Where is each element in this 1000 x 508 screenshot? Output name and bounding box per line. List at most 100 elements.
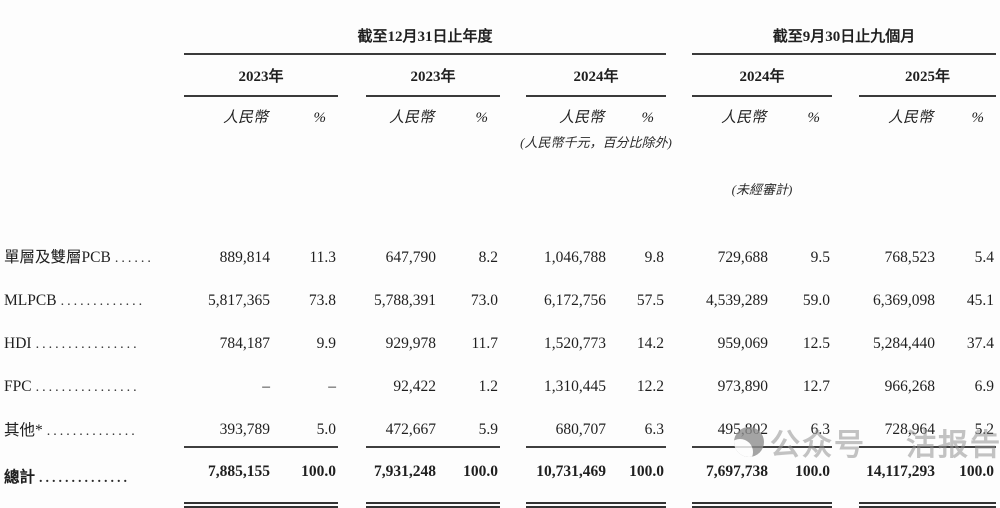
rmb-subheader: 人民幣	[888, 110, 934, 126]
spacer-cell	[832, 155, 996, 209]
leader-dots: ................	[35, 380, 140, 395]
unaudited-note-row: (未經審計)	[4, 155, 996, 209]
spacer-cell	[338, 274, 366, 317]
year-header: 2023年	[366, 54, 500, 97]
rmb-total: 7,885,155	[184, 447, 272, 508]
rmb-total: 10,731,469	[526, 447, 608, 508]
pct-value: –	[328, 378, 336, 395]
spacer-cell	[4, 12, 184, 54]
spacer-cell	[666, 403, 692, 447]
rmb-value: 1,520,773	[544, 335, 606, 352]
unaudited-note: (未經審計)	[731, 181, 793, 197]
revenue-breakdown-table: 截至12月31日止年度 截至9月30日止九個月 2023年 2023年 2024…	[4, 12, 997, 508]
rmb-value: 729,688	[717, 249, 769, 266]
row-label: HDI................	[4, 317, 184, 360]
rmb-value: 929,978	[385, 335, 436, 352]
rmb-total: 7,697,738	[692, 447, 771, 508]
percent-subheader: %	[971, 110, 985, 126]
spacer-cell	[338, 447, 366, 505]
rmb-subheader: 人民幣	[558, 110, 604, 126]
percent-subheader: %	[475, 110, 489, 126]
percent-subheader: %	[313, 110, 327, 126]
pct-value: 45.1	[966, 292, 995, 309]
pct-value: 37.4	[966, 335, 995, 352]
leader-dots: ................	[35, 337, 140, 352]
rmb-value: 393,789	[184, 403, 272, 448]
row-label: MLPCB.............	[4, 274, 184, 317]
pct-value: 14.2	[636, 335, 665, 352]
spacer-cell	[500, 209, 526, 274]
period-group-nine-months: 截至9月30日止九個月	[692, 12, 997, 55]
rmb-value: 5,284,440	[873, 335, 936, 352]
spacer-cell	[832, 96, 859, 131]
year-header: 2025年	[859, 54, 997, 97]
pct-value: 12.5	[802, 335, 831, 352]
rmb-total: 14,117,293	[859, 447, 938, 508]
spacer-cell	[832, 403, 859, 447]
spacer-cell	[338, 360, 366, 403]
row-label: 其他*..............	[4, 403, 184, 447]
table-row-mlpcb: MLPCB............. 5,817,365 73.8 5,788,…	[4, 274, 996, 317]
row-label: FPC................	[4, 360, 184, 403]
spacer-cell	[666, 96, 692, 131]
row-label-text: 單層及雙層PCB	[4, 249, 111, 266]
pct-value: 5.0	[272, 403, 338, 448]
pct-total: 100.0	[770, 447, 833, 508]
pct-value: 11.3	[309, 249, 336, 266]
rmb-value: 5,788,391	[374, 292, 436, 309]
rmb-value: 784,187	[219, 335, 270, 352]
pct-value: 57.5	[636, 292, 665, 309]
rmb-subheader: 人民幣	[222, 110, 268, 126]
pct-value: 11.7	[471, 335, 498, 352]
rmb-value: 959,069	[717, 335, 769, 352]
row-label-text: 總計	[4, 469, 36, 486]
spacer-cell	[832, 54, 859, 96]
percent-subheader: %	[807, 110, 821, 126]
rmb-value: 889,814	[219, 249, 270, 266]
pct-value: 9.8	[644, 249, 665, 266]
pct-value: 6.3	[770, 403, 833, 448]
spacer-cell	[4, 131, 526, 155]
leader-dots: ......	[114, 251, 154, 266]
pct-total: 100.0	[272, 447, 338, 508]
spacer-cell	[338, 403, 366, 447]
pct-value: 6.3	[608, 403, 667, 448]
pct-value: 9.9	[316, 335, 336, 352]
rmb-value: 4,539,289	[706, 292, 769, 309]
spacer-cell	[666, 317, 692, 360]
rmb-value: 647,790	[385, 249, 436, 266]
pct-total: 100.0	[438, 447, 500, 508]
pct-value: 12.7	[802, 378, 831, 395]
pct-value: 1.2	[478, 378, 498, 395]
year-header-row: 2023年 2023年 2024年 2024年 2025年	[4, 54, 997, 97]
rmb-value: 495,802	[692, 403, 771, 448]
leader-dots: ..............	[46, 424, 138, 439]
spacer-cell	[338, 317, 366, 360]
rmb-value: 6,172,756	[544, 292, 606, 309]
spacer-cell	[500, 447, 526, 505]
spacer-cell	[666, 131, 996, 155]
spacer-cell	[500, 317, 526, 360]
spacer-cell	[832, 447, 859, 505]
row-label: 總計..............	[4, 447, 184, 505]
pct-value: 73.8	[308, 292, 336, 309]
rmb-value: 6,369,098	[873, 292, 936, 309]
pct-value: 8.2	[478, 249, 498, 266]
spacer-cell	[832, 360, 859, 403]
spacer-cell	[338, 54, 366, 96]
spacer-cell	[832, 209, 859, 274]
rmb-value: 680,707	[526, 403, 608, 448]
leader-dots: ..............	[39, 471, 131, 486]
units-note-cell: (人民幣千元，百分比除外)	[520, 131, 672, 155]
row-label: 單層及雙層PCB......	[4, 209, 184, 274]
rmb-subheader: 人民幣	[388, 110, 434, 126]
spacer-cell	[832, 274, 859, 317]
pct-value: 73.0	[470, 292, 498, 309]
units-note: (人民幣千元，百分比除外)	[520, 135, 672, 150]
row-label-text: 其他*	[4, 422, 43, 439]
rmb-value: 1,310,445	[544, 378, 606, 395]
spacer-cell	[832, 317, 859, 360]
pct-value: 5.4	[974, 249, 995, 266]
row-label-text: HDI	[4, 335, 32, 352]
table-row-hdi: HDI................ 784,187 9.9 929,978 …	[4, 317, 996, 360]
